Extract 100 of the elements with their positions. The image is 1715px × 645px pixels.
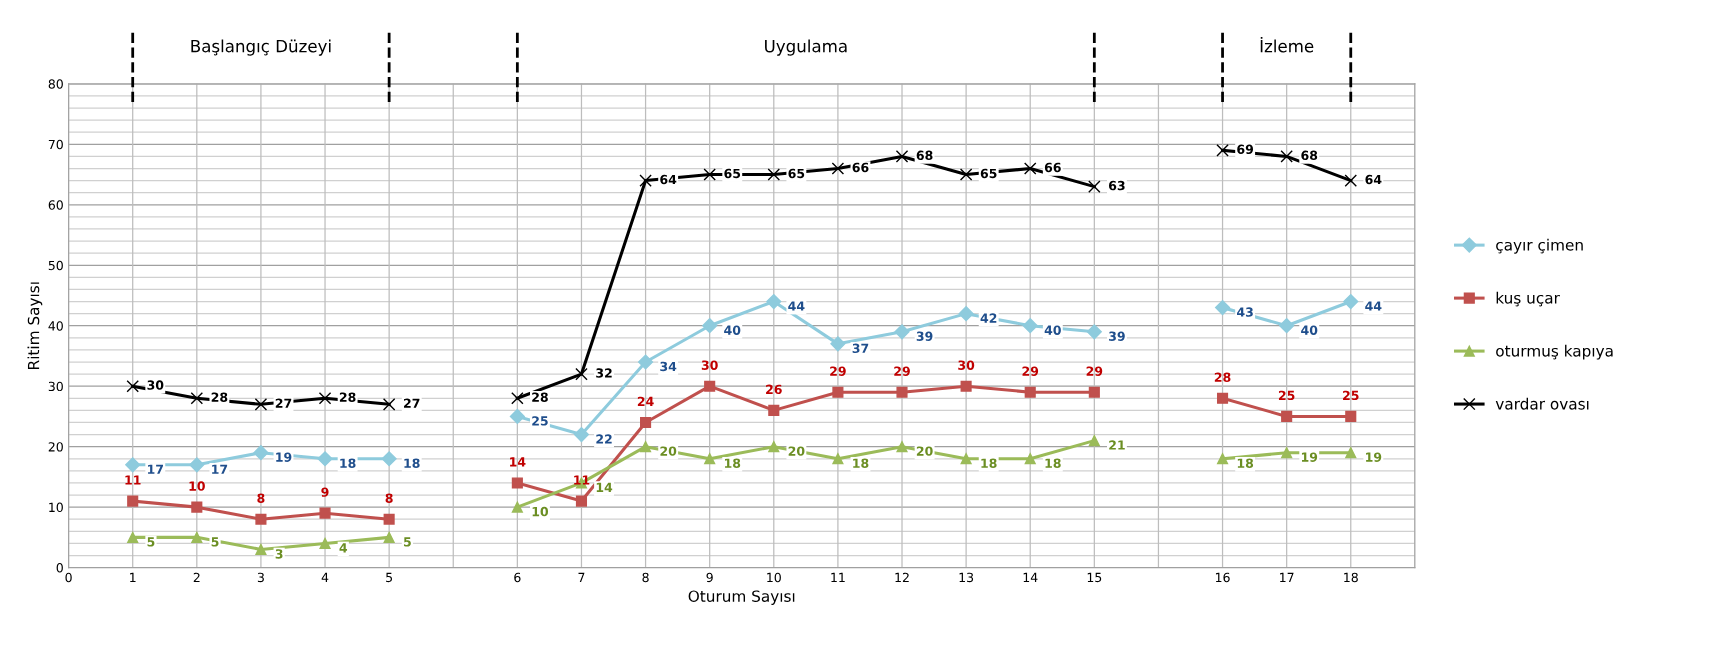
data-label: 27 xyxy=(404,398,420,408)
point xyxy=(1345,410,1357,422)
point xyxy=(255,513,267,525)
point xyxy=(511,501,523,513)
x-tick-label: 5 xyxy=(386,572,393,583)
text: İzleme xyxy=(1260,36,1314,53)
point xyxy=(640,416,652,429)
point xyxy=(768,404,780,416)
data-label: 42 xyxy=(980,313,997,323)
point xyxy=(511,477,523,489)
data-label: 63 xyxy=(1109,180,1125,191)
data-label: 39 xyxy=(916,331,933,341)
legend-label: çayır çimen xyxy=(1496,238,1583,254)
point xyxy=(1345,447,1357,459)
data-label: 29 xyxy=(894,366,910,376)
point xyxy=(1088,180,1101,193)
point xyxy=(1216,144,1229,157)
point xyxy=(1214,300,1231,316)
x-axis-title: Oturum Sayısı xyxy=(688,590,795,605)
data-label: 10 xyxy=(189,481,205,491)
point xyxy=(767,168,781,181)
point xyxy=(766,293,782,310)
data-label: 3 xyxy=(275,549,283,559)
point xyxy=(573,426,590,443)
x-tick-label: 18 xyxy=(1344,572,1358,583)
point xyxy=(1280,150,1293,163)
point xyxy=(319,537,331,549)
data-label: 65 xyxy=(788,168,805,179)
x-tick-label: 2 xyxy=(193,572,200,582)
data-label: 40 xyxy=(724,325,741,335)
data-label: 20 xyxy=(660,446,677,456)
point xyxy=(319,507,331,519)
data-label: 44 xyxy=(1365,301,1382,311)
x-tick-label: 13 xyxy=(959,572,974,583)
data-label: 19 xyxy=(276,452,292,462)
data-label: 5 xyxy=(404,537,411,547)
point xyxy=(575,367,588,381)
data-label: 25 xyxy=(532,416,548,426)
point xyxy=(832,453,844,465)
y-tick-label: 80 xyxy=(48,79,63,89)
x-tick-label: 12 xyxy=(895,572,909,582)
data-label: 65 xyxy=(980,168,997,179)
point xyxy=(126,379,139,393)
data-label: 65 xyxy=(724,168,741,179)
x-tick-label: 6 xyxy=(514,572,521,583)
data-label: 18 xyxy=(981,458,997,468)
point xyxy=(1088,435,1100,447)
point xyxy=(383,513,395,525)
data-label: 18 xyxy=(1045,458,1061,468)
point xyxy=(1022,318,1038,334)
point xyxy=(1024,386,1036,398)
data-label: 28 xyxy=(211,392,228,402)
y-tick-label: 20 xyxy=(48,442,63,452)
data-label: 29 xyxy=(1086,366,1103,376)
data-label: 5 xyxy=(211,537,219,547)
point xyxy=(190,392,204,405)
data-label: 4 xyxy=(339,543,348,553)
data-label: 18 xyxy=(404,458,420,468)
data-label: 30 xyxy=(147,380,164,390)
point xyxy=(640,441,652,453)
point xyxy=(1281,410,1293,422)
point xyxy=(1216,453,1229,465)
data-label: 43 xyxy=(1237,307,1253,317)
data-label: 69 xyxy=(1237,144,1254,154)
point xyxy=(127,531,139,543)
point xyxy=(832,386,844,398)
y-axis-title: Ritim Sayısı xyxy=(27,282,43,369)
point xyxy=(960,453,972,465)
y-tick-label: 10 xyxy=(49,502,63,513)
point xyxy=(896,441,908,453)
data-label: 64 xyxy=(660,174,677,185)
point xyxy=(253,445,269,461)
data-label: 18 xyxy=(724,458,741,468)
data-label: 30 xyxy=(701,360,718,370)
point xyxy=(125,457,141,473)
point xyxy=(638,354,654,370)
data-label: 17 xyxy=(212,464,228,474)
point xyxy=(189,457,205,473)
data-label: 10 xyxy=(532,506,549,517)
data-label: 27 xyxy=(275,398,292,408)
data-label: 5 xyxy=(147,537,155,547)
point xyxy=(318,392,332,405)
data-label: 8 xyxy=(257,493,265,503)
point xyxy=(255,543,267,556)
point xyxy=(317,451,333,467)
x-tick-label: 15 xyxy=(1087,572,1102,583)
legend-label: oturmuş kapıya xyxy=(1496,344,1613,360)
data-label: 19 xyxy=(1301,452,1318,462)
point xyxy=(382,398,396,411)
point xyxy=(959,168,973,181)
point xyxy=(575,495,588,507)
data-label: 39 xyxy=(1109,331,1125,341)
point xyxy=(704,453,716,465)
point xyxy=(127,495,139,507)
point xyxy=(830,336,846,352)
y-tick-label: 0 xyxy=(56,563,63,573)
x-tick-label: 14 xyxy=(1023,572,1038,582)
x-tick-label: 17 xyxy=(1280,572,1294,582)
y-tick-label: 70 xyxy=(48,139,63,150)
data-label: 24 xyxy=(637,396,654,406)
